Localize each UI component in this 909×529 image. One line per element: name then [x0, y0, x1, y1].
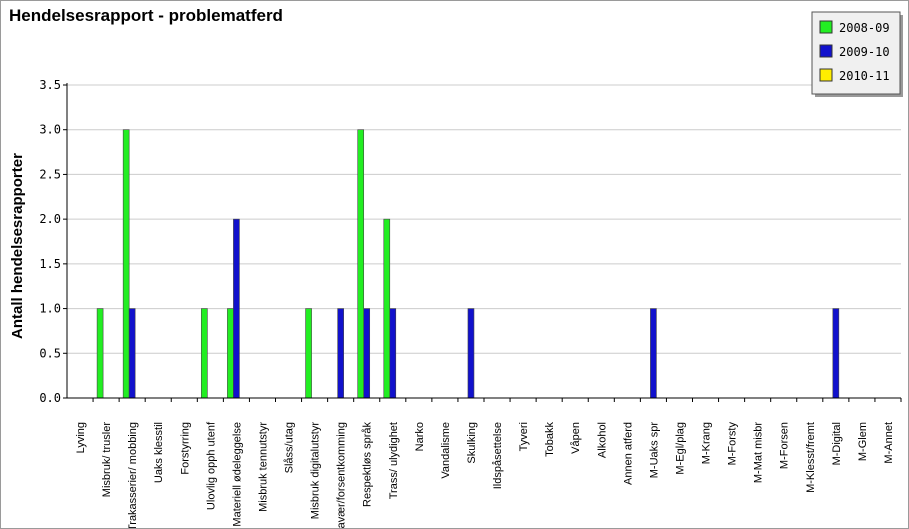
axes [63, 83, 902, 402]
legend: 2008-09 2009-10 2010-11 [811, 11, 903, 97]
x-tick-label: Slåss/utag [284, 422, 296, 473]
bar-2008-09-11 [357, 129, 365, 399]
legend-swatch [819, 20, 833, 34]
x-tick-label: Respektløs språk [362, 422, 374, 507]
x-tick-label: M-Mat misbr [753, 422, 765, 483]
x-tick-label: Misbruk/ trusler [101, 422, 113, 498]
y-tick-label: 0.5 [39, 346, 61, 360]
gridlines [67, 84, 901, 399]
y-tick-label: 0.0 [39, 391, 61, 405]
bar-2009-10-11 [363, 308, 371, 399]
x-tick-label: Vandalisme [440, 422, 452, 479]
x-tick-label: Trakasserier/ mobbing [127, 422, 139, 528]
x-tick-label: Ildspåsettelse [492, 422, 504, 489]
x-tick-label: M-Forsen [779, 422, 791, 469]
bar-2009-10-10 [337, 308, 344, 399]
legend-label: 2008-09 [839, 21, 890, 35]
x-tick-label: Våpen [570, 422, 582, 454]
x-tick-label: Forstyrring [179, 422, 191, 475]
bar-2008-09-2 [122, 129, 130, 399]
bar-2009-10-22 [650, 308, 657, 399]
bar-2008-09-12 [383, 218, 391, 399]
y-tick-label: 2.0 [39, 212, 61, 226]
legend-swatch [819, 44, 833, 58]
bar-2009-10-6 [233, 218, 240, 399]
y-tick-label: 1.0 [39, 302, 61, 316]
bar-2009-10-15 [467, 308, 475, 399]
legend-label: 2010-11 [839, 69, 890, 83]
bar-2008-09-1 [96, 308, 104, 399]
bar-2009-10-29 [832, 308, 840, 399]
x-tick-label: M-Annet [883, 422, 895, 464]
y-tick-labels: 0.0 0.5 1.0 1.5 2.0 2.5 3.0 3.5 [39, 78, 61, 405]
x-tick-label: Trass/ ulydighet [388, 422, 400, 499]
x-tick-label: Alkohol [596, 422, 608, 458]
bar-2008-09-6 [227, 308, 234, 399]
x-tick-label: Lyving [75, 422, 87, 453]
x-tick-label: Ulovlig opph utenf [205, 421, 217, 510]
y-tick-label: 1.5 [39, 257, 61, 271]
legend-label: 2009-10 [839, 45, 890, 59]
x-tick-label: Misbruk tennutstyr [257, 422, 269, 512]
chart-title: Hendelsesrapport - problematferd [9, 6, 283, 25]
y-axis-label: Antall hendelsesrapporter [9, 153, 26, 339]
bar-2009-10-12 [389, 308, 397, 399]
x-tick-label: M-Klesst/fremt [805, 422, 817, 493]
x-tick-label: Narko [414, 422, 426, 451]
x-tick-label: Misbruk digitalutstyr [310, 422, 322, 520]
x-tick-label: Tyveri [518, 422, 530, 451]
bar-2008-09-5 [201, 308, 208, 399]
x-tick-label: Annen atferd [622, 422, 634, 485]
y-tick-label: 2.5 [39, 167, 61, 181]
x-tick-labels: Lyving Misbruk/ trusler Trakasserier/ mobb… [75, 421, 895, 528]
x-tick-label: Materiell ødeleggelse [231, 422, 243, 527]
x-tick-label: M-Uaks spr [648, 422, 660, 479]
bar-2009-10-2 [128, 308, 136, 399]
y-tick-label: 3.0 [39, 123, 61, 137]
x-tick-label: Uaks klesstil [153, 422, 165, 483]
x-tick-label: Skulking [466, 422, 478, 464]
x-tick-label: M-Digital [831, 422, 843, 465]
y-tick-label: 3.5 [39, 78, 61, 92]
x-tick-label: M-Egl/plag [674, 422, 686, 475]
legend-swatch [819, 68, 833, 82]
x-tick-label: M-Glem [857, 422, 869, 461]
x-tick-label: M-Krang [701, 422, 713, 464]
x-tick-label: Fravær/forsentkomming [336, 422, 348, 528]
bar-2008-09-9 [305, 308, 312, 399]
x-tick-label: Tobakk [544, 422, 556, 457]
x-tick-label: M-Forsty [727, 422, 739, 466]
